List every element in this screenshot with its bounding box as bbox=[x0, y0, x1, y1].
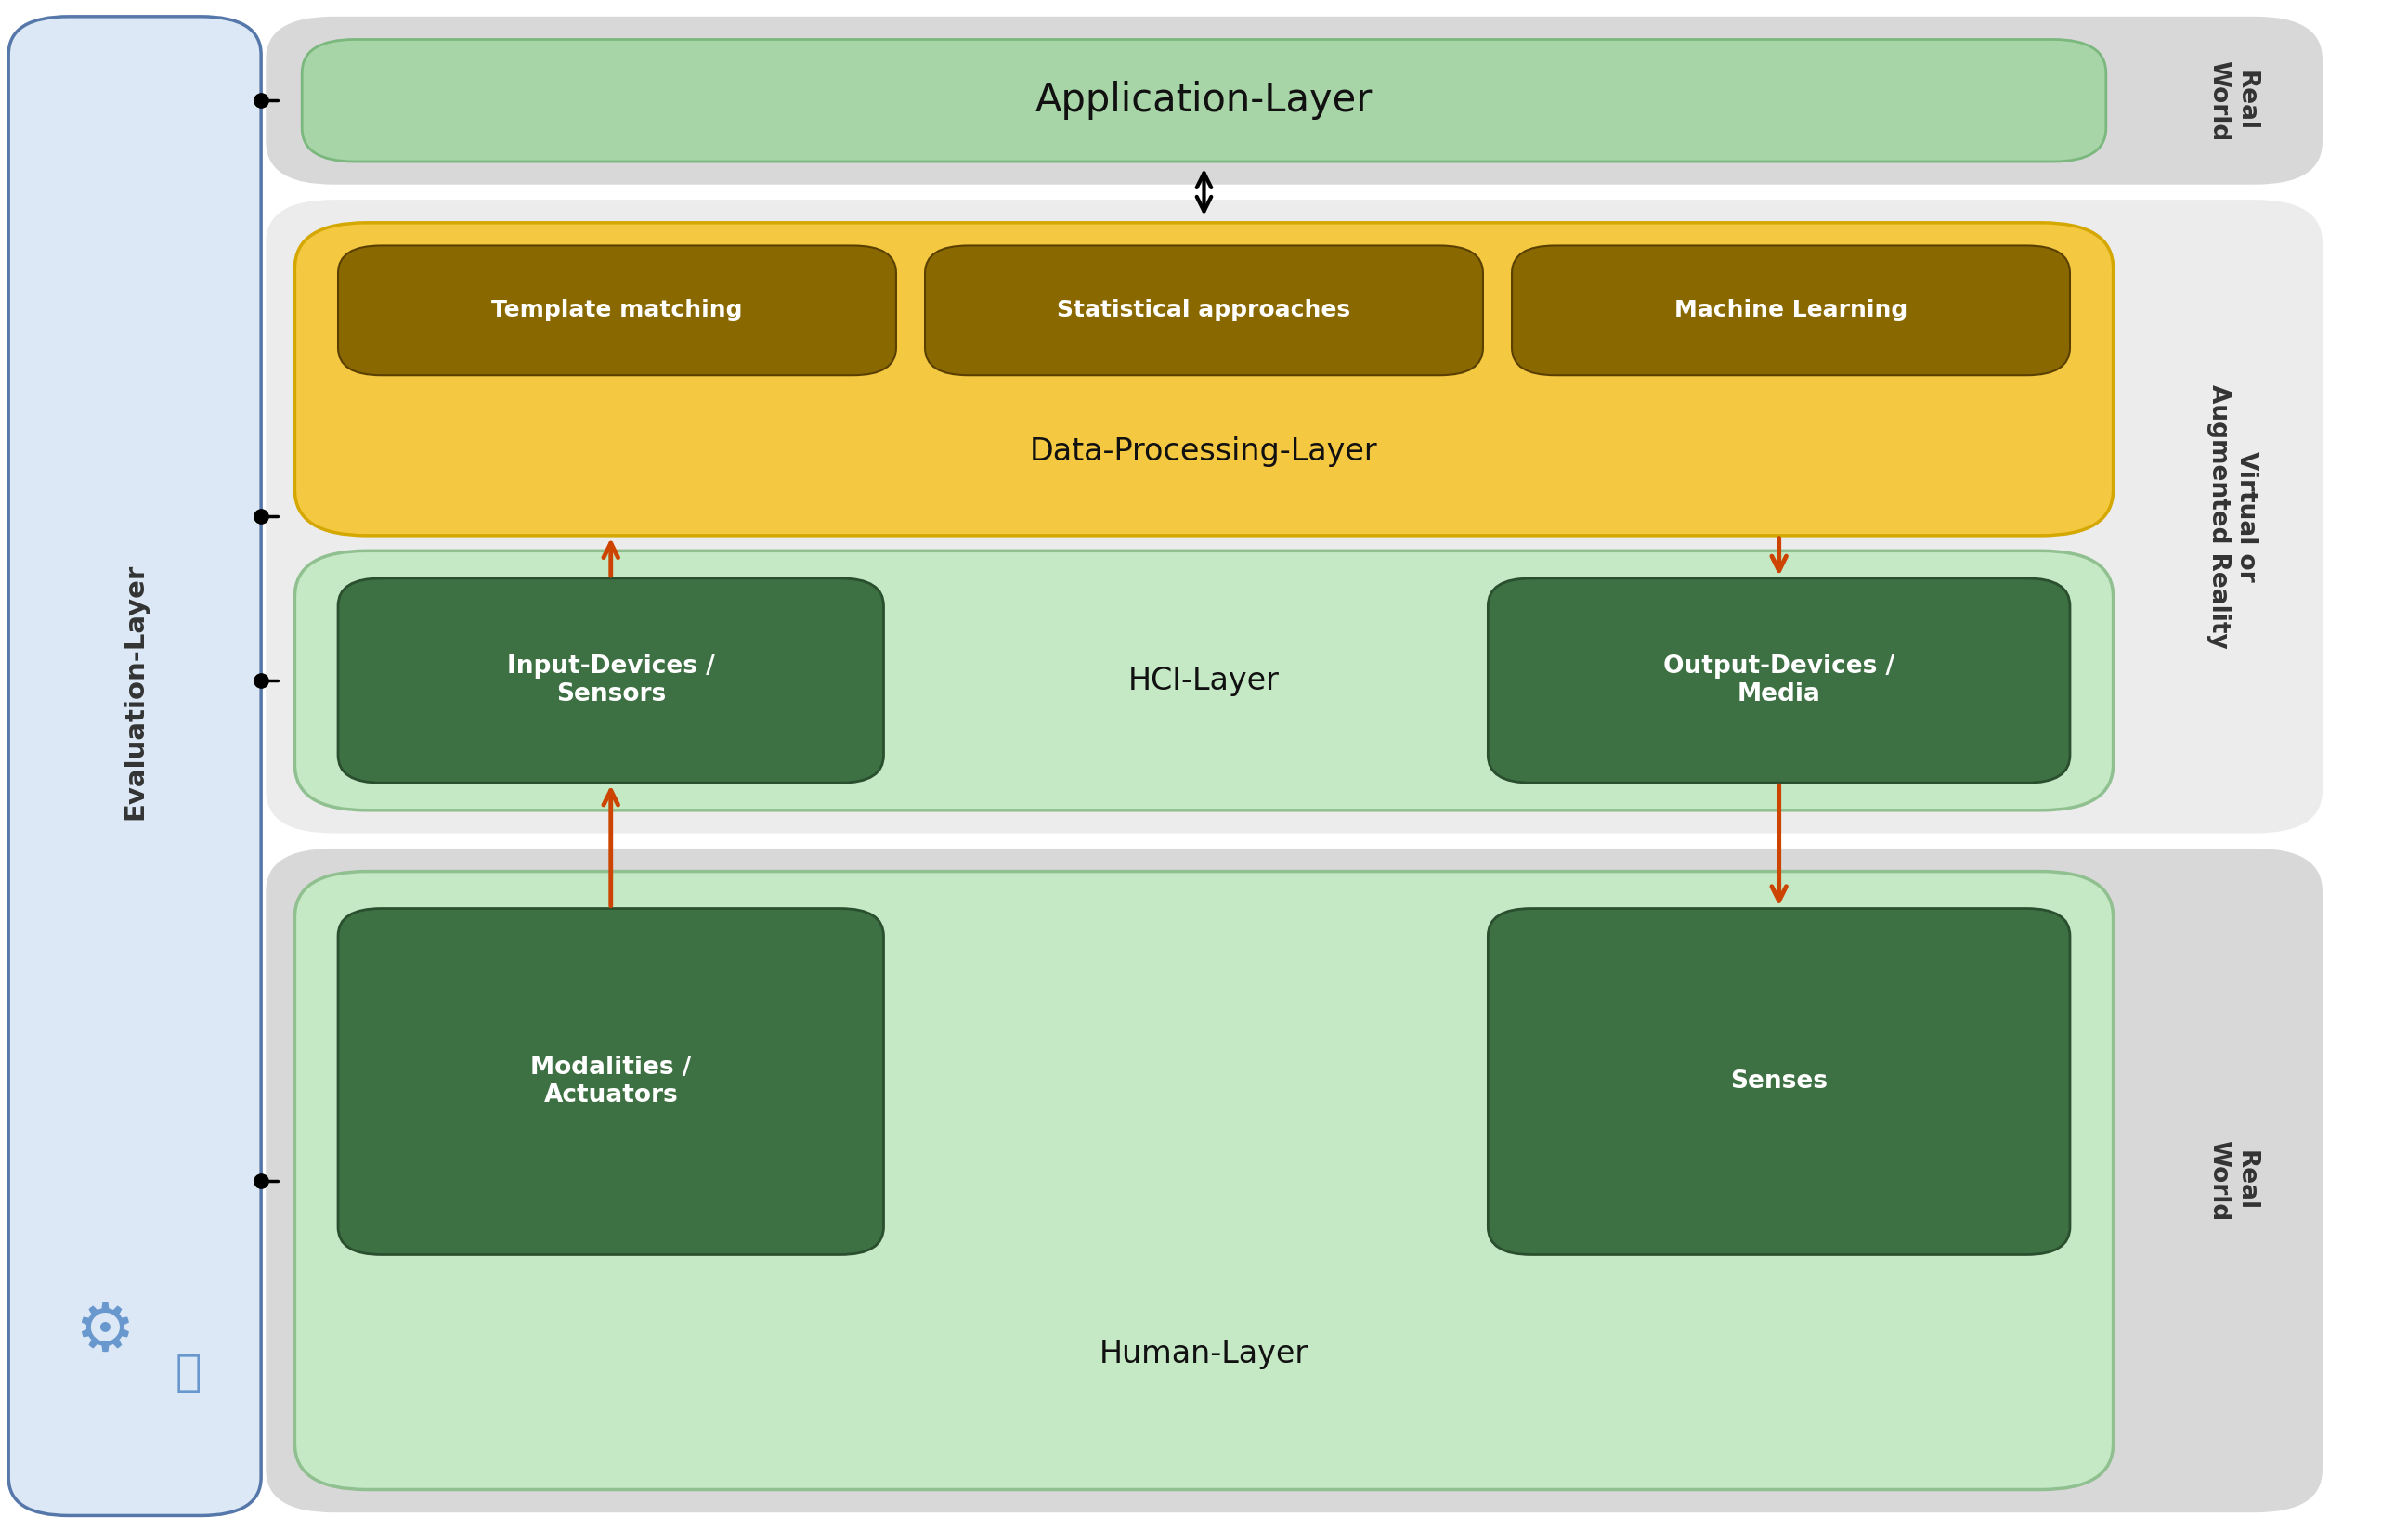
Text: Output-Devices /
Media: Output-Devices / Media bbox=[1664, 654, 1895, 706]
FancyBboxPatch shape bbox=[294, 550, 2114, 810]
FancyBboxPatch shape bbox=[337, 246, 896, 375]
Text: Application-Layer: Application-Layer bbox=[1035, 81, 1373, 119]
FancyBboxPatch shape bbox=[337, 908, 884, 1255]
Text: Senses: Senses bbox=[1731, 1069, 1828, 1093]
FancyBboxPatch shape bbox=[1488, 908, 2071, 1255]
Text: Statistical approaches: Statistical approaches bbox=[1057, 300, 1351, 321]
Text: Modalities /
Actuators: Modalities / Actuators bbox=[530, 1055, 691, 1107]
FancyBboxPatch shape bbox=[294, 223, 2114, 535]
FancyBboxPatch shape bbox=[265, 200, 2324, 833]
Text: Real
World: Real World bbox=[2206, 60, 2259, 141]
FancyBboxPatch shape bbox=[294, 872, 2114, 1489]
Text: Evaluation-Layer: Evaluation-Layer bbox=[123, 563, 147, 820]
Text: Input-Devices /
Sensors: Input-Devices / Sensors bbox=[508, 654, 715, 706]
Text: ⚙: ⚙ bbox=[75, 1300, 135, 1364]
Text: Real
World: Real World bbox=[2206, 1141, 2259, 1222]
FancyBboxPatch shape bbox=[337, 578, 884, 783]
FancyBboxPatch shape bbox=[1488, 578, 2071, 783]
FancyBboxPatch shape bbox=[1512, 246, 2071, 375]
FancyBboxPatch shape bbox=[301, 40, 2107, 162]
FancyBboxPatch shape bbox=[925, 246, 1483, 375]
Text: Machine Learning: Machine Learning bbox=[1674, 300, 1907, 321]
Text: Data-Processing-Layer: Data-Processing-Layer bbox=[1031, 436, 1377, 466]
Text: Virtual or
Augmented Reality: Virtual or Augmented Reality bbox=[2206, 384, 2259, 648]
Text: HCI-Layer: HCI-Layer bbox=[1129, 665, 1279, 696]
FancyBboxPatch shape bbox=[265, 17, 2324, 185]
FancyBboxPatch shape bbox=[265, 849, 2324, 1512]
Text: Template matching: Template matching bbox=[491, 300, 742, 321]
FancyBboxPatch shape bbox=[10, 17, 260, 1515]
Text: Human-Layer: Human-Layer bbox=[1100, 1338, 1308, 1368]
Text: 🔍: 🔍 bbox=[176, 1353, 202, 1394]
